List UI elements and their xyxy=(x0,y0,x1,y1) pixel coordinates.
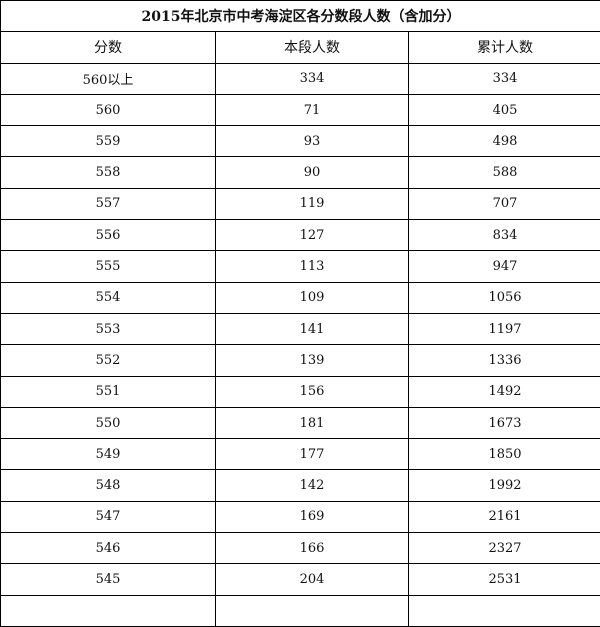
count-cell: 142 xyxy=(216,470,409,501)
count-cell: 119 xyxy=(216,188,409,219)
cumulative-cell: 1336 xyxy=(409,345,600,376)
cumulative-cell: 1992 xyxy=(409,470,600,501)
score-cell: 560以上 xyxy=(1,63,216,94)
cumulative-cell: 707 xyxy=(409,188,600,219)
table-title: 2015年北京市中考海淀区各分数段人数（含加分） xyxy=(1,1,600,32)
empty-cell xyxy=(1,595,216,626)
score-cell: 553 xyxy=(1,313,216,344)
count-cell: 181 xyxy=(216,407,409,438)
empty-cell xyxy=(216,595,409,626)
score-cell: 547 xyxy=(1,501,216,532)
cumulative-cell: 2327 xyxy=(409,533,600,564)
score-cell: 545 xyxy=(1,564,216,595)
count-cell: 93 xyxy=(216,126,409,157)
score-cell: 558 xyxy=(1,157,216,188)
cumulative-cell: 834 xyxy=(409,220,600,251)
cumulative-cell: 1850 xyxy=(409,439,600,470)
count-cell: 109 xyxy=(216,282,409,313)
score-cell: 546 xyxy=(1,533,216,564)
cumulative-cell: 1492 xyxy=(409,376,600,407)
score-cell: 557 xyxy=(1,188,216,219)
score-cell: 550 xyxy=(1,407,216,438)
count-cell: 156 xyxy=(216,376,409,407)
cumulative-cell: 1673 xyxy=(409,407,600,438)
cumulative-cell: 1197 xyxy=(409,313,600,344)
count-cell: 139 xyxy=(216,345,409,376)
cumulative-cell: 1056 xyxy=(409,282,600,313)
count-cell: 204 xyxy=(216,564,409,595)
cumulative-cell: 2161 xyxy=(409,501,600,532)
count-cell: 71 xyxy=(216,94,409,125)
empty-cell xyxy=(409,595,600,626)
count-cell: 113 xyxy=(216,251,409,282)
cumulative-cell: 498 xyxy=(409,126,600,157)
column-header-cumulative: 累计人数 xyxy=(409,32,600,63)
count-cell: 334 xyxy=(216,63,409,94)
score-cell: 552 xyxy=(1,345,216,376)
cumulative-cell: 334 xyxy=(409,63,600,94)
count-cell: 90 xyxy=(216,157,409,188)
count-cell: 141 xyxy=(216,313,409,344)
score-cell: 554 xyxy=(1,282,216,313)
cumulative-cell: 588 xyxy=(409,157,600,188)
column-header-count: 本段人数 xyxy=(216,32,409,63)
count-cell: 169 xyxy=(216,501,409,532)
count-cell: 177 xyxy=(216,439,409,470)
score-cell: 548 xyxy=(1,470,216,501)
score-cell: 555 xyxy=(1,251,216,282)
count-cell: 166 xyxy=(216,533,409,564)
score-cell: 556 xyxy=(1,220,216,251)
column-header-score: 分数 xyxy=(1,32,216,63)
score-cell: 559 xyxy=(1,126,216,157)
cumulative-cell: 2531 xyxy=(409,564,600,595)
count-cell: 127 xyxy=(216,220,409,251)
cumulative-cell: 947 xyxy=(409,251,600,282)
cumulative-cell: 405 xyxy=(409,94,600,125)
score-cell: 560 xyxy=(1,94,216,125)
table-row xyxy=(1,595,600,626)
score-cell: 551 xyxy=(1,376,216,407)
score-cell: 549 xyxy=(1,439,216,470)
